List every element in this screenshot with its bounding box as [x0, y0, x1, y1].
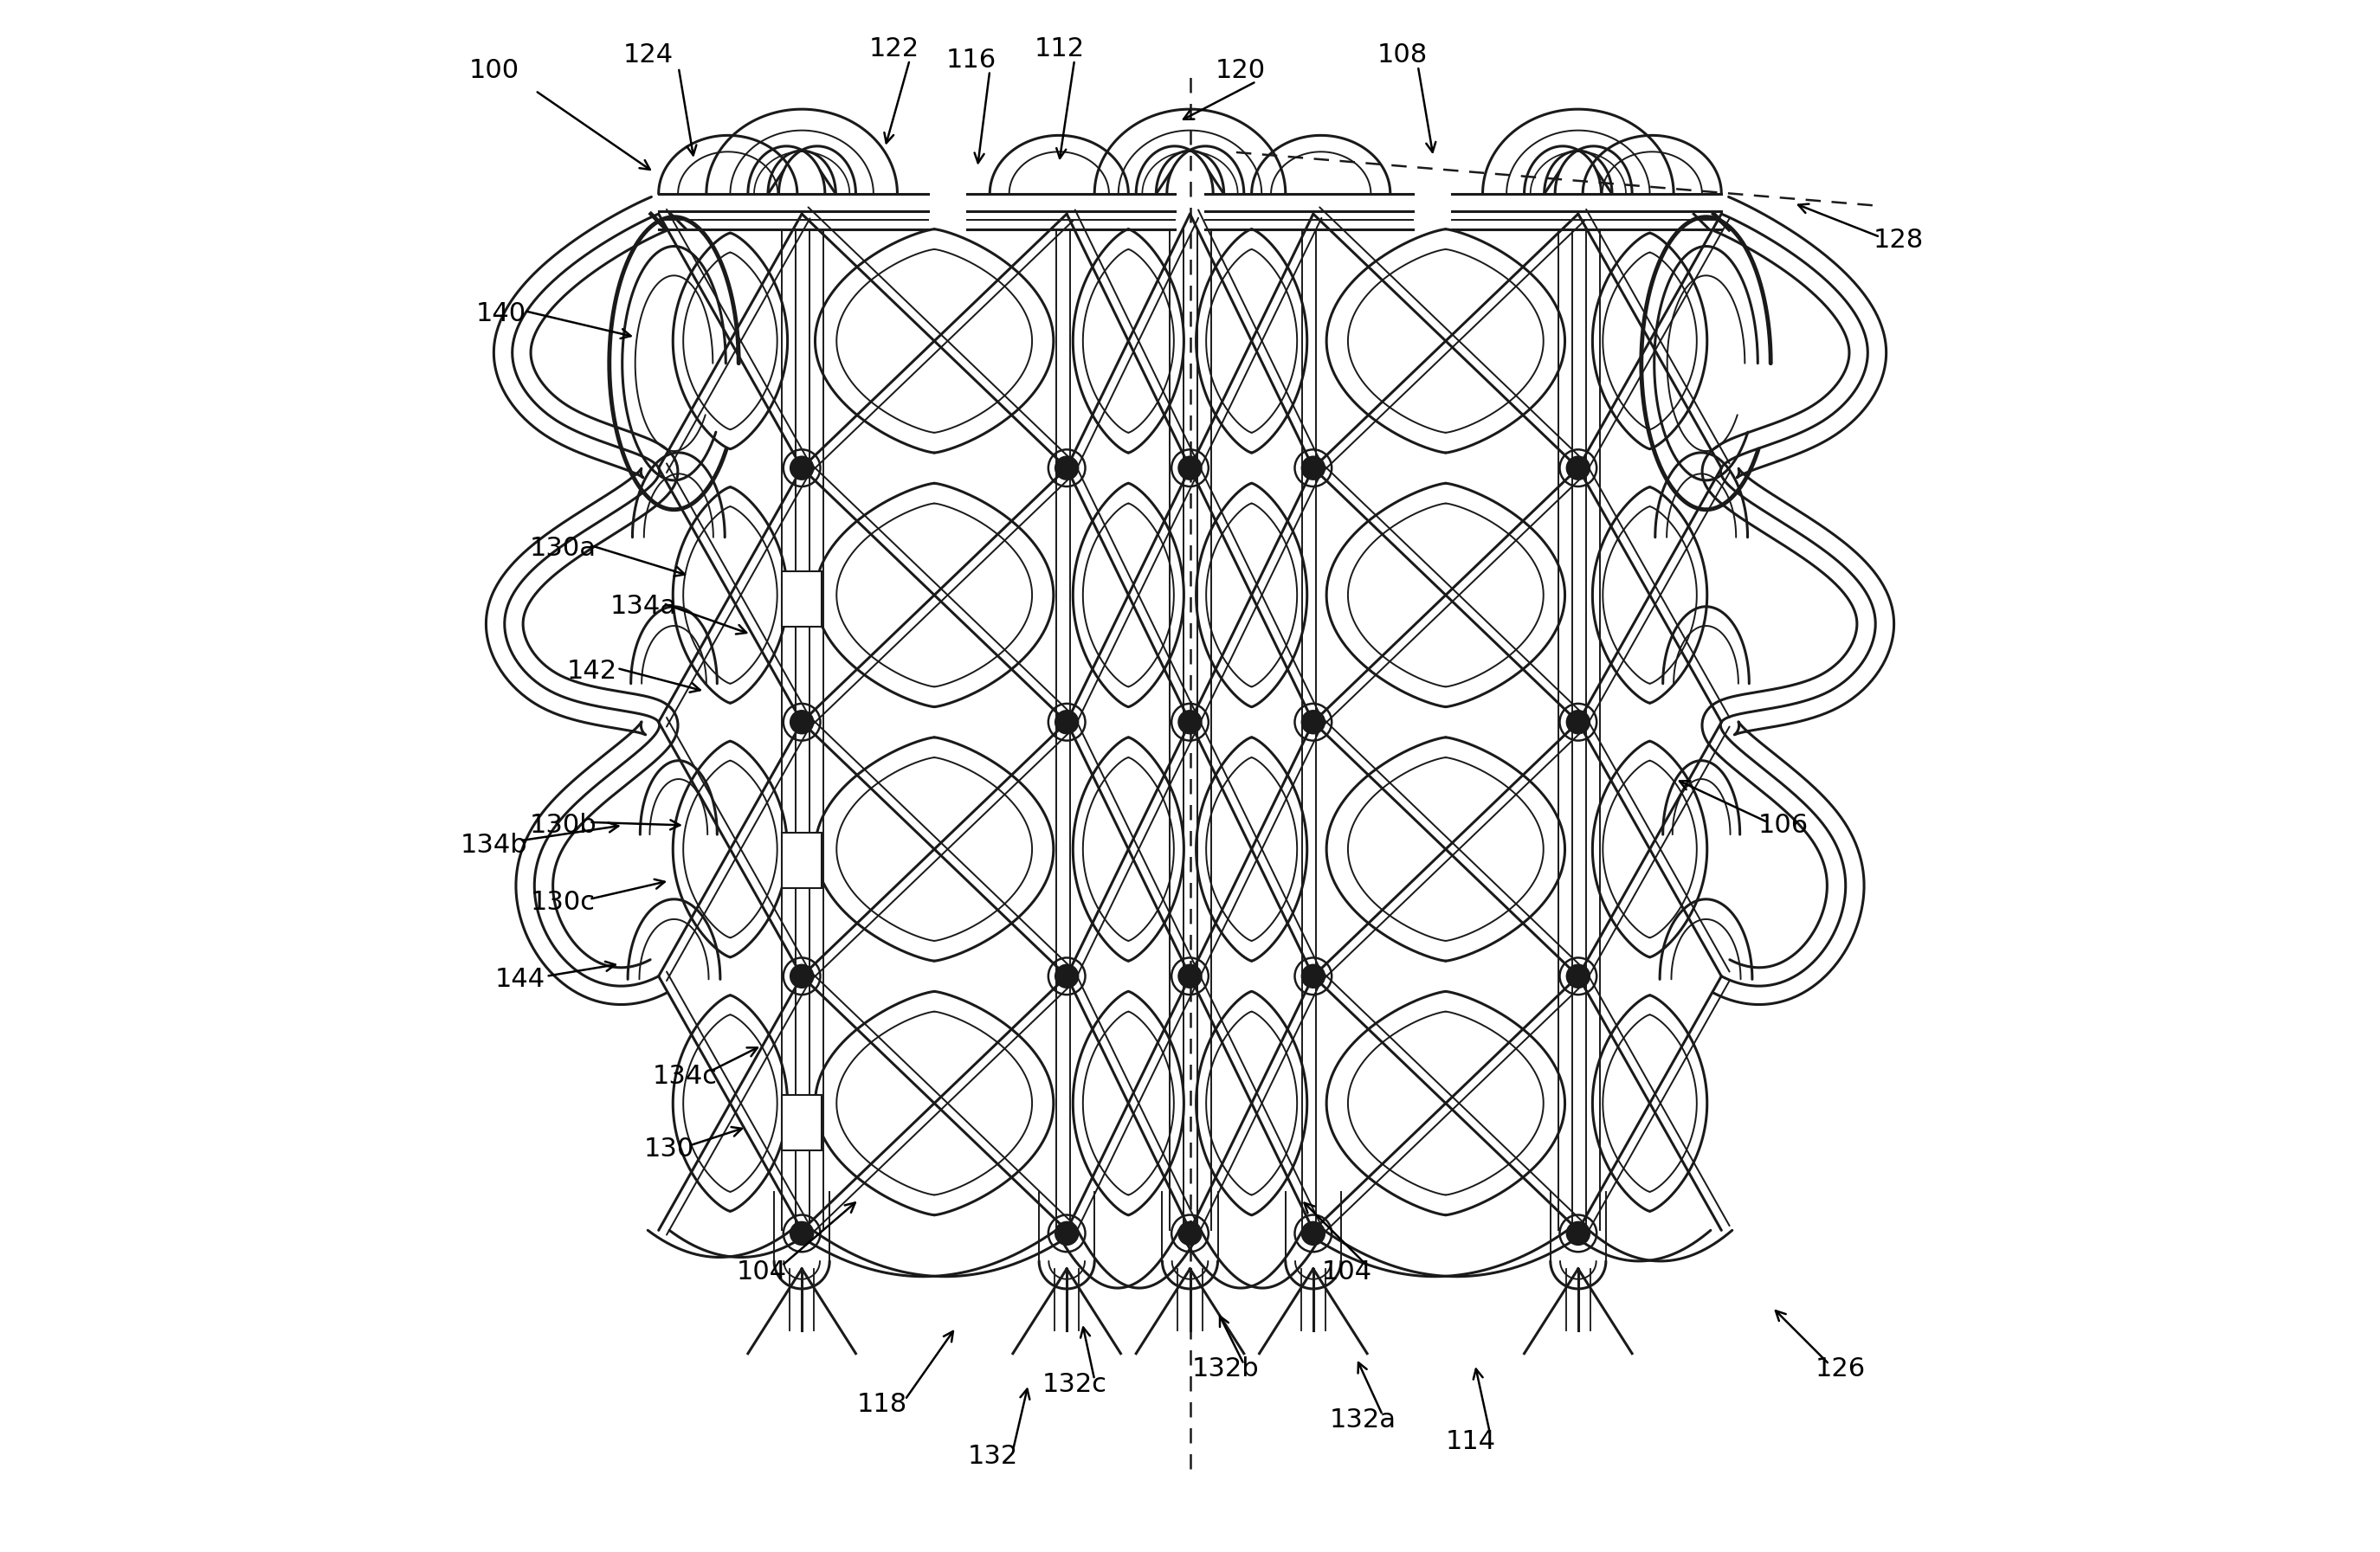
Text: 130c: 130c	[531, 889, 595, 914]
Text: 120: 120	[1216, 57, 1266, 84]
Circle shape	[1054, 964, 1078, 989]
Circle shape	[1566, 1221, 1590, 1246]
Text: 130a: 130a	[531, 535, 597, 560]
Text: 114: 114	[1445, 1429, 1495, 1454]
Circle shape	[1566, 964, 1590, 989]
Text: 100: 100	[469, 57, 519, 84]
Circle shape	[790, 709, 814, 734]
Text: 118: 118	[857, 1392, 907, 1417]
Text: 126: 126	[1816, 1356, 1866, 1381]
Text: 134c: 134c	[652, 1063, 716, 1090]
Text: 134a: 134a	[609, 594, 676, 619]
Circle shape	[1054, 709, 1078, 734]
Text: 132: 132	[969, 1443, 1019, 1470]
Text: 128: 128	[1873, 228, 1923, 253]
FancyBboxPatch shape	[781, 571, 821, 627]
Text: 116: 116	[947, 48, 997, 73]
Circle shape	[1566, 709, 1590, 734]
Text: 124: 124	[624, 43, 674, 68]
Circle shape	[1054, 1221, 1078, 1246]
Text: 122: 122	[869, 37, 919, 62]
Text: 106: 106	[1759, 813, 1809, 838]
Circle shape	[1178, 709, 1202, 734]
Text: 104: 104	[1321, 1259, 1373, 1285]
Circle shape	[1178, 1221, 1202, 1246]
Text: 140: 140	[476, 301, 526, 326]
Text: 130: 130	[645, 1136, 695, 1161]
Text: 144: 144	[495, 967, 545, 992]
Text: 104: 104	[738, 1259, 788, 1285]
Text: 130b: 130b	[528, 813, 597, 838]
Text: 112: 112	[1033, 37, 1085, 62]
Circle shape	[1302, 456, 1326, 480]
Circle shape	[1302, 709, 1326, 734]
Text: 132c: 132c	[1042, 1372, 1107, 1397]
Circle shape	[1302, 964, 1326, 989]
Circle shape	[790, 1221, 814, 1246]
Text: 134b: 134b	[459, 833, 528, 858]
Text: 108: 108	[1378, 43, 1428, 68]
Text: 132a: 132a	[1328, 1408, 1395, 1432]
FancyBboxPatch shape	[781, 833, 821, 888]
Circle shape	[1178, 456, 1202, 480]
Circle shape	[790, 456, 814, 480]
Circle shape	[1566, 456, 1590, 480]
Text: 132b: 132b	[1192, 1356, 1259, 1381]
Text: 142: 142	[566, 658, 616, 684]
Circle shape	[1302, 1221, 1326, 1246]
Circle shape	[790, 964, 814, 989]
FancyBboxPatch shape	[781, 1094, 821, 1150]
Circle shape	[1178, 964, 1202, 989]
Circle shape	[1054, 456, 1078, 480]
